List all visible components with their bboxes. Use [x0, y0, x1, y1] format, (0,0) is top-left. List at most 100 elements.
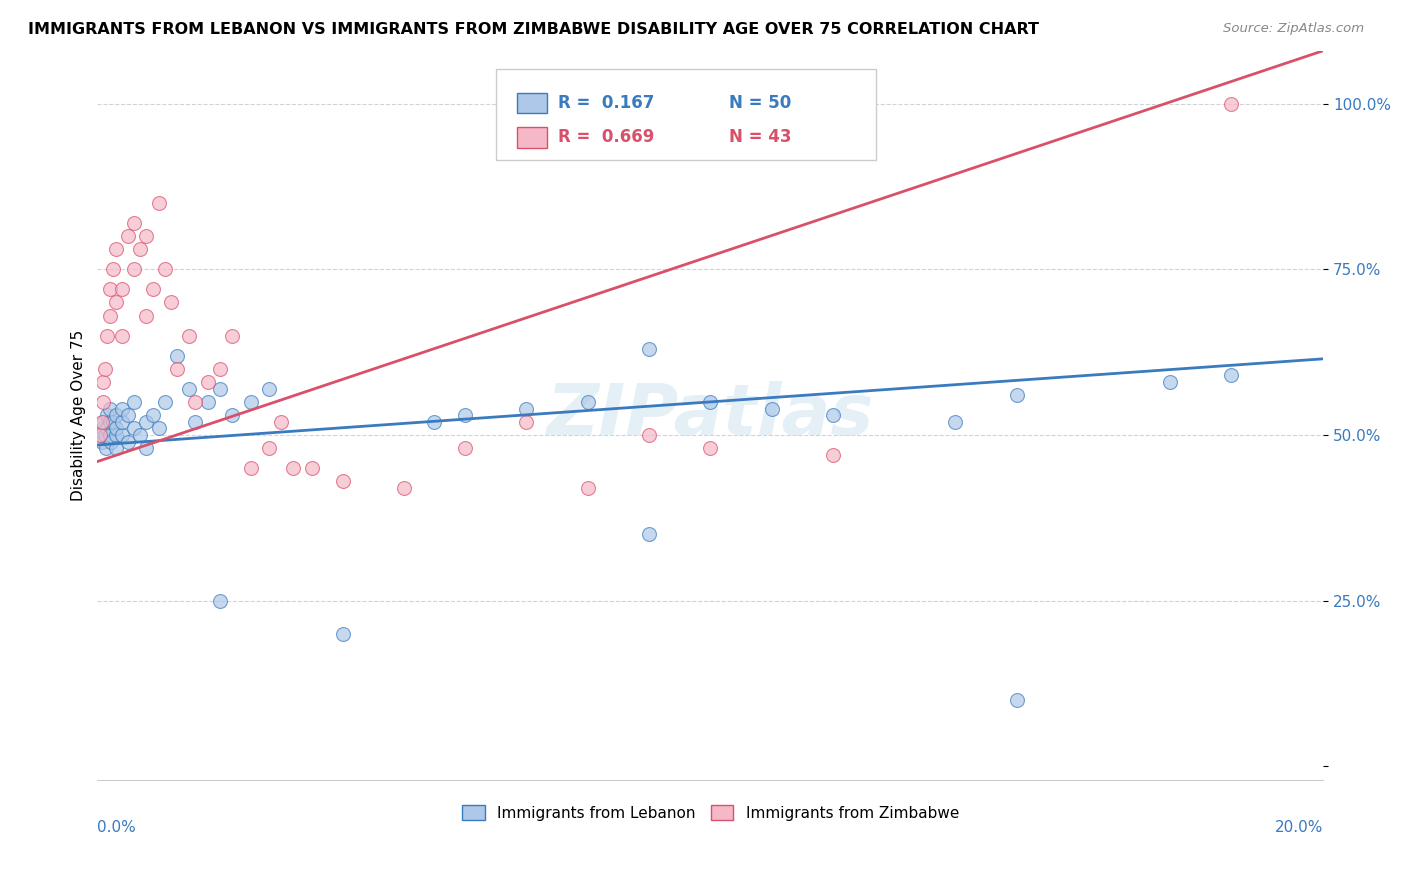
Point — [221, 328, 243, 343]
Text: R =  0.167: R = 0.167 — [558, 95, 655, 112]
Legend: Immigrants from Lebanon, Immigrants from Zimbabwe: Immigrants from Lebanon, Immigrants from… — [456, 798, 965, 827]
Point — [93, 361, 115, 376]
Point — [184, 415, 207, 429]
Point — [89, 428, 111, 442]
Point — [91, 434, 114, 449]
Point — [93, 428, 115, 442]
Point — [160, 295, 183, 310]
Point — [179, 382, 201, 396]
Y-axis label: Disability Age Over 75: Disability Age Over 75 — [72, 329, 86, 500]
Text: 0.0%: 0.0% — [97, 820, 136, 835]
Point — [129, 428, 152, 442]
Point — [699, 442, 721, 456]
Point — [945, 415, 967, 429]
Point — [117, 434, 139, 449]
Point — [392, 481, 415, 495]
Point — [332, 627, 354, 641]
Point — [454, 408, 477, 422]
Point — [129, 243, 152, 257]
Text: ZIPatlas: ZIPatlas — [547, 381, 875, 450]
Point — [257, 442, 280, 456]
Point — [148, 421, 170, 435]
Point — [148, 196, 170, 211]
Point — [135, 415, 157, 429]
Point — [104, 428, 127, 442]
Point — [135, 229, 157, 244]
Bar — [516, 128, 547, 148]
Point — [454, 442, 477, 456]
Point — [122, 395, 145, 409]
Point — [515, 401, 537, 416]
Point — [135, 309, 157, 323]
Point — [184, 395, 207, 409]
Point — [96, 421, 118, 435]
Point — [1005, 388, 1028, 402]
Point — [638, 527, 661, 541]
Point — [122, 262, 145, 277]
Point — [208, 593, 231, 607]
Point — [135, 442, 157, 456]
Point — [111, 428, 134, 442]
Point — [93, 415, 115, 429]
Point — [221, 408, 243, 422]
Point — [153, 395, 176, 409]
Point — [1220, 96, 1243, 111]
Point — [576, 481, 599, 495]
Point — [98, 428, 121, 442]
Point — [98, 415, 121, 429]
Point — [332, 475, 354, 489]
Point — [576, 395, 599, 409]
Point — [98, 282, 121, 296]
Point — [208, 361, 231, 376]
Point — [197, 375, 219, 389]
Point — [122, 421, 145, 435]
Point — [166, 361, 188, 376]
Point — [104, 408, 127, 422]
Point — [141, 408, 163, 422]
Point — [104, 243, 127, 257]
Text: IMMIGRANTS FROM LEBANON VS IMMIGRANTS FROM ZIMBABWE DISABILITY AGE OVER 75 CORRE: IMMIGRANTS FROM LEBANON VS IMMIGRANTS FR… — [28, 22, 1039, 37]
Point — [239, 461, 262, 475]
Point — [1220, 368, 1243, 383]
Point — [104, 421, 127, 435]
FancyBboxPatch shape — [496, 69, 876, 160]
Point — [239, 395, 262, 409]
Point — [100, 434, 122, 449]
Text: Source: ZipAtlas.com: Source: ZipAtlas.com — [1223, 22, 1364, 36]
Point — [1005, 693, 1028, 707]
Point — [821, 408, 844, 422]
Point — [301, 461, 323, 475]
Point — [93, 395, 115, 409]
Point — [111, 328, 134, 343]
Point — [93, 421, 115, 435]
Point — [1159, 375, 1181, 389]
Point — [98, 309, 121, 323]
Point — [283, 461, 305, 475]
Point — [111, 415, 134, 429]
Point — [153, 262, 176, 277]
Point — [270, 415, 292, 429]
Point — [197, 395, 219, 409]
Point — [423, 415, 446, 429]
Point — [515, 415, 537, 429]
Point — [111, 401, 134, 416]
Point — [101, 415, 124, 429]
Text: R =  0.669: R = 0.669 — [558, 128, 655, 146]
Text: N = 50: N = 50 — [728, 95, 792, 112]
Bar — [516, 93, 547, 113]
Point — [257, 382, 280, 396]
Point — [208, 382, 231, 396]
Point — [91, 415, 114, 429]
Point — [761, 401, 783, 416]
Point — [179, 328, 201, 343]
Text: 20.0%: 20.0% — [1275, 820, 1323, 835]
Point — [96, 408, 118, 422]
Point — [117, 229, 139, 244]
Point — [111, 282, 134, 296]
Point — [104, 442, 127, 456]
Text: N = 43: N = 43 — [728, 128, 792, 146]
Point — [104, 295, 127, 310]
Point — [638, 428, 661, 442]
Point — [101, 262, 124, 277]
Point — [89, 428, 111, 442]
